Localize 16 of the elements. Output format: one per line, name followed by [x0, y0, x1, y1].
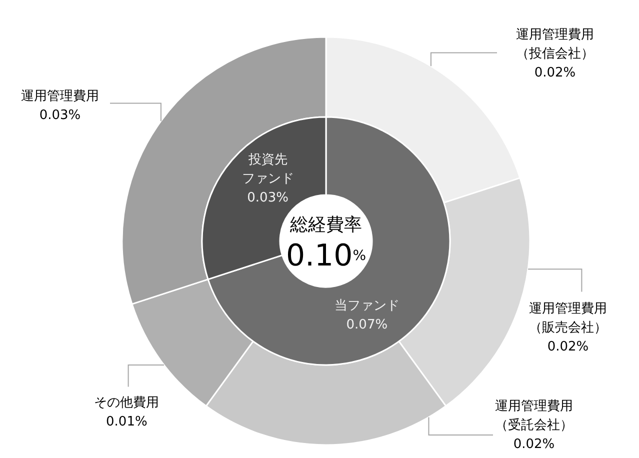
text: 0.10% — [286, 238, 366, 274]
data-label: 0.02% — [513, 437, 555, 452]
data-label: 0.02% — [534, 66, 576, 80]
text: 総経費率 — [289, 214, 362, 236]
slice-label: 当ファンド — [334, 298, 400, 314]
data-label: 0.07% — [346, 317, 388, 332]
data-label: 0.02% — [547, 340, 589, 354]
slice-label: 運用管理費用（受託会社） — [495, 399, 573, 433]
slice-label: 運用管理費用 — [21, 89, 99, 104]
slice-label: 投資先ファンド — [242, 152, 294, 187]
data-label: 0.03% — [247, 190, 288, 206]
data-label: 0.03% — [39, 108, 81, 123]
slice-label: その他費用 — [94, 396, 160, 410]
slice-label: 運用管理費用（投信会社） — [516, 28, 594, 62]
data-label: 0.01% — [106, 414, 148, 430]
slice-label: 運用管理費用（販売会社） — [529, 302, 607, 336]
